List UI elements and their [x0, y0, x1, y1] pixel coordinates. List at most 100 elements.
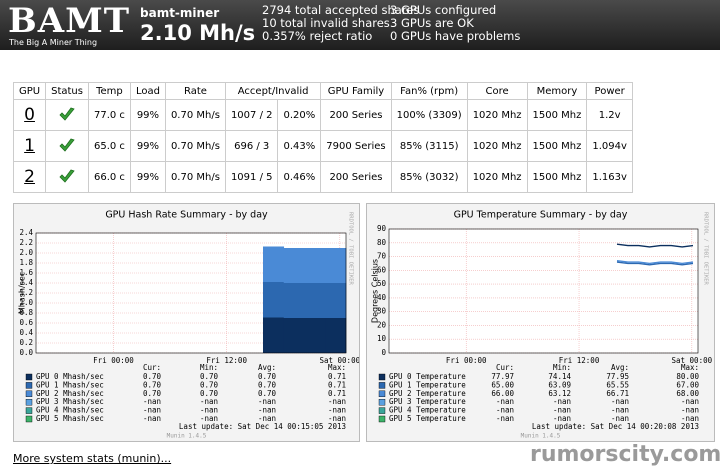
legend-stat: 0.70	[200, 380, 219, 389]
memory-cell: 1500 Mhz	[526, 161, 588, 193]
legend-swatch	[25, 415, 33, 423]
legend-stat: 0.70	[200, 372, 219, 381]
x-tick-label: Sat 00:00	[671, 356, 712, 365]
legend-name: GPU 5 Temperature	[389, 414, 466, 423]
y-tick-label: 50	[377, 279, 387, 288]
legend-stat: 74.14	[548, 372, 571, 381]
legend-name: GPU 5 Mhash/sec	[36, 414, 104, 423]
legend-stat: -nan	[200, 397, 218, 406]
area-segment	[283, 318, 305, 353]
legend-stat: 67.00	[676, 380, 699, 389]
y-tick-label: 20	[377, 320, 387, 329]
legend-header: Max:	[328, 363, 346, 372]
legend-header: Avg:	[611, 363, 629, 372]
stat: 3 GPUs configured	[390, 3, 497, 17]
gpu-link[interactable]: 0	[24, 105, 35, 125]
legend-header: Max:	[681, 363, 699, 372]
stat: 0 GPUs have problems	[390, 29, 521, 43]
munin-link[interactable]: More system stats (munin)...	[13, 452, 172, 465]
legend-stat: 65.55	[606, 380, 629, 389]
area-segment	[325, 248, 347, 283]
legend-stat: -nan	[258, 397, 276, 406]
legend-stat: 0.70	[143, 372, 162, 381]
y-tick-label: 1.8	[19, 258, 33, 267]
share-stats: 2794 total accepted shares 10 total inva…	[262, 4, 419, 43]
y-tick-label: 0	[381, 348, 386, 357]
y-tick-label: 10	[377, 334, 387, 343]
legend-stat: -nan	[258, 414, 276, 423]
legend-stat: -nan	[681, 414, 699, 423]
legend-name: GPU 1 Temperature	[389, 380, 466, 389]
legend-stat: -nan	[496, 397, 514, 406]
legend-stat: -nan	[200, 406, 218, 415]
temp-cell: 77.0 c	[87, 99, 131, 131]
area-segment	[304, 318, 326, 353]
temp-cell: 66.0 c	[87, 161, 131, 193]
legend-name: GPU 4 Mhash/sec	[36, 406, 104, 415]
gpu-link[interactable]: 2	[24, 167, 35, 187]
logo: BAMT	[8, 1, 131, 41]
legend-stat: -nan	[611, 414, 629, 423]
family-cell: 7900 Series	[320, 130, 392, 162]
gpu-cell: 0	[12, 99, 47, 131]
fan-cell: 85% (3032)	[390, 161, 468, 193]
gpu-cell: 1	[12, 130, 47, 162]
legend-stat: 63.12	[548, 389, 571, 398]
legend-swatch	[378, 407, 386, 414]
status-cell	[45, 130, 89, 162]
column-header: Power	[586, 82, 633, 100]
legend-swatch	[25, 373, 33, 381]
y-tick-label: 30	[377, 307, 387, 316]
legend-stat: 0.70	[143, 389, 162, 398]
legend-header: Min:	[200, 363, 218, 372]
core-cell: 1020 Mhz	[466, 130, 528, 162]
legend-stat: -nan	[553, 414, 571, 423]
ok-icon	[59, 138, 75, 152]
legend-swatch	[25, 390, 33, 398]
legend-name: GPU 0 Mhash/sec	[36, 372, 104, 381]
load-cell: 99%	[129, 161, 166, 193]
stat: 0.357% reject ratio	[262, 29, 373, 43]
legend-stat: -nan	[143, 397, 161, 406]
core-cell: 1020 Mhz	[466, 99, 528, 131]
host: bamt-miner	[140, 6, 220, 20]
area-segment	[304, 248, 326, 283]
y-tick-label: 60	[377, 265, 387, 274]
legend-stat: -nan	[611, 406, 629, 415]
legend-stat: -nan	[200, 414, 218, 423]
status-cell	[45, 99, 89, 131]
watermark: rumorscity.com	[530, 442, 720, 467]
x-tick-label: Fri 12:00	[206, 356, 247, 365]
y-tick-label: 40	[377, 293, 387, 302]
y-tick-label: 1.4	[19, 278, 33, 287]
legend-swatch	[378, 382, 386, 389]
y-tick-label: 80	[377, 238, 387, 247]
column-header: Load	[129, 82, 166, 100]
gpu-stats: 3 GPUs configured 3 GPUs are OK 0 GPUs h…	[390, 4, 520, 43]
ok-icon	[59, 169, 75, 183]
y-tick-label: 1.0	[19, 298, 33, 307]
area-segment	[263, 246, 285, 282]
ok-icon	[59, 107, 75, 121]
graph-title: GPU Temperature Summary - by day	[454, 210, 628, 221]
accept_invalid-cell: 696 / 3	[224, 130, 279, 162]
area-segment	[304, 283, 326, 318]
core-cell: 1020 Mhz	[466, 161, 528, 193]
gpu-row: 2 66.0 c 99% 0.70 Mh/s 1091 / 5 0.46% 200 Seri…	[12, 161, 633, 193]
y-axis-label: Degrees Celsius	[371, 259, 380, 323]
x-tick-label: Fri 00:00	[446, 356, 487, 365]
temperature-graph: GPU Temperature Summary - by day RRDTOOL …	[366, 203, 715, 442]
legend-stat: 65.00	[491, 380, 514, 389]
gpu-link[interactable]: 1	[24, 136, 35, 156]
hashrate-graph: GPU Hash Rate Summary - by day RRDTOOL / …	[13, 203, 360, 442]
legend-stat: -nan	[496, 414, 514, 423]
y-tick-label: 0.4	[19, 328, 33, 337]
reject-cell: 0.20%	[277, 99, 322, 131]
x-tick-label: Fri 00:00	[93, 356, 134, 365]
legend-stat: -nan	[328, 397, 346, 406]
fan-cell: 100% (3309)	[390, 99, 468, 131]
legend-stat: 77.95	[606, 372, 629, 381]
memory-cell: 1500 Mhz	[526, 130, 588, 162]
legend-swatch	[25, 398, 33, 406]
